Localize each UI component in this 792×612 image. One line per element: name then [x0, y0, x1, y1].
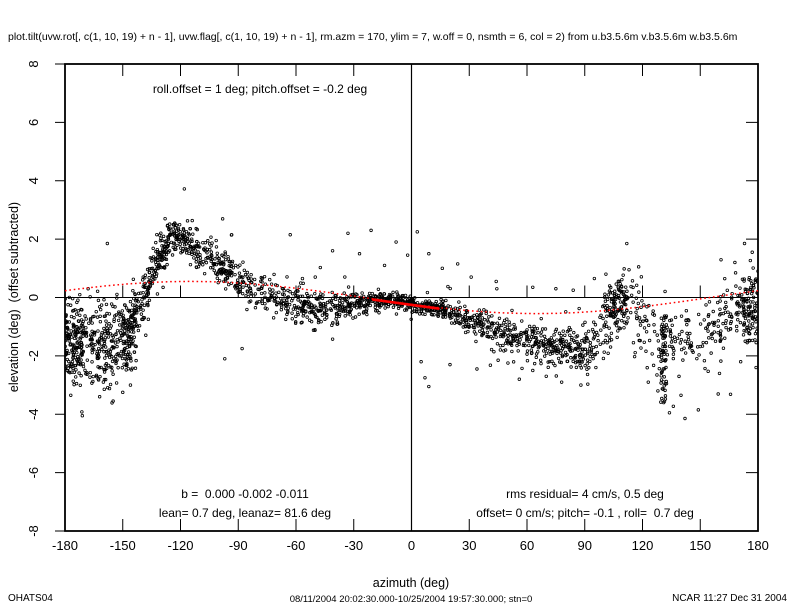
annotation-roll-pitch-offset: roll.offset = 1 deg; pitch.offset = -0.2… — [152, 82, 368, 96]
x-tick-label: -60 — [287, 538, 306, 553]
annotation-b-coefficients: b = 0.000 -0.002 -0.011 — [181, 487, 309, 501]
x-tick-label: -90 — [229, 538, 248, 553]
y-tick-label: 2 — [26, 236, 41, 243]
y-axis-label: elevation (deg) (offset subtracted) — [7, 201, 21, 393]
x-tick-label: 0 — [408, 538, 415, 553]
x-tick-label: 90 — [578, 538, 592, 553]
x-tick-label: 150 — [689, 538, 711, 553]
x-tick-label: -180 — [52, 538, 78, 553]
annotation-lean: lean= 0.7 deg, leanaz= 81.6 deg — [158, 506, 332, 520]
y-tick-label: 4 — [26, 177, 41, 184]
footer-credit-timestamp: NCAR 11:27 Dec 31 2004 — [672, 593, 787, 604]
x-tick-label: 120 — [632, 538, 654, 553]
footer-time-range: 08/11/2004 20:02:30.000-10/25/2004 19:57… — [289, 594, 533, 605]
x-tick-label: 180 — [747, 538, 769, 553]
y-tick-label: -8 — [26, 525, 41, 537]
y-tick-label: -6 — [26, 467, 41, 479]
x-axis-label: azimuth (deg) — [372, 576, 450, 590]
x-tick-label: -120 — [167, 538, 193, 553]
footer-project-id: OHATS04 — [8, 593, 53, 604]
y-tick-label: -4 — [26, 408, 41, 420]
x-tick-label: -150 — [110, 538, 136, 553]
scatter-points-layer — [65, 187, 758, 421]
y-tick-label: 0 — [26, 294, 41, 301]
x-tick-label: 60 — [520, 538, 534, 553]
annotation-rms-residual: rms residual= 4 cm/s, 0.5 deg — [506, 487, 664, 501]
plot-title: plot.tilt(uvw.rot[, c(1, 10, 19) + n - 1… — [8, 31, 738, 43]
y-tick-label: -2 — [26, 350, 41, 362]
x-tick-label: 30 — [462, 538, 476, 553]
annotation-offset-pitch-roll: offset= 0 cm/s; pitch= -0.1 , roll= 0.7 … — [476, 506, 694, 520]
y-tick-label: 6 — [26, 119, 41, 126]
x-tick-label: -30 — [344, 538, 363, 553]
y-tick-label: 8 — [26, 60, 41, 67]
fit-segment-solid — [371, 298, 440, 310]
